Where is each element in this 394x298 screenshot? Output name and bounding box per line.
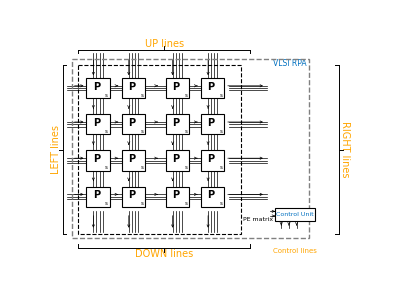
Bar [201,78,224,98]
Text: P: P [93,190,100,200]
Text: P: P [208,190,215,200]
Text: s: s [220,93,223,97]
Text: s: s [140,129,143,134]
Bar [166,187,189,207]
Text: P: P [128,154,136,164]
Text: P: P [128,118,136,128]
Text: s: s [184,165,187,170]
Bar [86,114,110,134]
Text: s: s [140,165,143,170]
Bar [166,78,189,98]
Text: UP lines: UP lines [145,39,184,49]
Bar [122,78,145,98]
Text: P: P [172,118,179,128]
Bar [275,208,315,221]
Text: P: P [128,82,136,91]
Text: s: s [220,165,223,170]
Text: s: s [140,201,143,206]
Bar [123,188,146,208]
Bar [122,150,145,170]
Text: P: P [208,82,215,91]
Bar [202,188,225,208]
Bar [202,152,225,172]
Bar [78,65,241,235]
Bar [202,79,225,99]
Bar [87,188,111,208]
Bar [202,115,225,136]
Bar [87,79,111,99]
Text: PE matrix: PE matrix [243,217,273,221]
Bar [201,114,224,134]
Text: s: s [105,93,108,97]
Text: P: P [128,190,136,200]
Text: s: s [105,201,108,206]
Bar [201,187,224,207]
Bar [123,79,146,99]
Bar [86,187,110,207]
Text: P: P [208,118,215,128]
Text: VLSI RPA: VLSI RPA [273,59,307,68]
Bar [167,188,190,208]
Bar [167,152,190,172]
Text: s: s [184,93,187,97]
Bar [86,78,110,98]
Text: s: s [184,129,187,134]
Text: P: P [172,82,179,91]
Text: RIGHT lines: RIGHT lines [340,122,350,178]
Bar [166,150,189,170]
Text: LEFT lines: LEFT lines [51,125,61,174]
Text: s: s [105,129,108,134]
Bar [87,152,111,172]
Text: Control lines: Control lines [273,248,317,254]
Bar [166,114,189,134]
Bar [122,114,145,134]
Text: Control Unit: Control Unit [276,212,314,217]
Bar [167,115,190,136]
Text: P: P [172,190,179,200]
Text: s: s [220,129,223,134]
Bar [87,115,111,136]
Text: s: s [105,165,108,170]
Bar [123,115,146,136]
Text: P: P [93,154,100,164]
Bar [276,209,316,222]
Text: s: s [220,201,223,206]
Bar [167,79,190,99]
Text: P: P [93,82,100,91]
Text: P: P [208,154,215,164]
Text: P: P [93,118,100,128]
Text: P: P [172,154,179,164]
Text: s: s [184,201,187,206]
Bar [86,150,110,170]
Bar [201,150,224,170]
Bar [122,187,145,207]
Bar [72,59,309,238]
Text: DOWN lines: DOWN lines [135,249,193,260]
Text: s: s [140,93,143,97]
Bar [123,152,146,172]
